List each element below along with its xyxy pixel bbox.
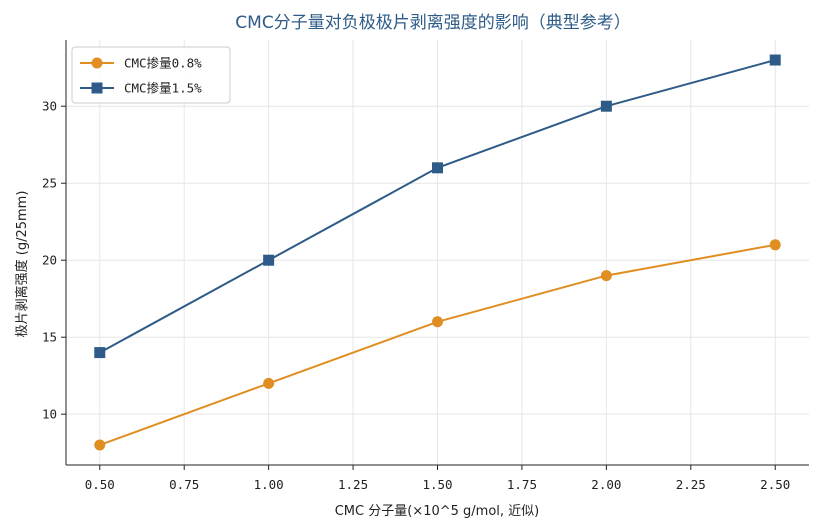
data-point-circle — [263, 377, 275, 389]
legend-label: CMC掺量0.8% — [124, 56, 202, 71]
series-2 — [94, 54, 781, 359]
x-tick-label: 1.00 — [254, 477, 284, 492]
x-tick-label: 1.25 — [338, 477, 368, 492]
data-point-square — [600, 100, 612, 112]
legend: CMC掺量0.8% CMC掺量1.5% — [71, 46, 231, 104]
y-axis-label: 极片剥离强度 (g/25mm) — [14, 191, 30, 338]
data-point-square — [432, 162, 443, 174]
x-tick-label: 2.00 — [591, 477, 621, 492]
y-tick-label: 10 — [42, 407, 57, 422]
y-tick-label: 25 — [42, 176, 57, 191]
data-point-circle — [600, 270, 612, 282]
series-1 — [94, 239, 781, 451]
grid — [66, 40, 809, 465]
chart-title: CMC分子量对负极极片剥离强度的影响（典型参考） — [235, 13, 630, 33]
legend-marker-square — [91, 82, 103, 94]
data-point-square — [769, 54, 781, 66]
y-tick-label: 15 — [42, 330, 57, 345]
x-axis-ticks: 0.50 0.75 1.00 1.25 1.50 1.75 2.00 2.25 2.50 — [85, 465, 790, 492]
y-tick-label: 20 — [42, 253, 57, 268]
y-axis-ticks: 10 15 20 25 30 — [42, 99, 66, 422]
x-tick-label: 2.50 — [760, 477, 790, 492]
legend-item: CMC掺量1.5% — [80, 81, 202, 96]
data-point-square — [263, 254, 275, 266]
legend-marker-circle — [91, 57, 103, 69]
data-point-circle — [94, 439, 106, 451]
data-point-circle — [769, 239, 781, 251]
legend-item: CMC掺量0.8% — [80, 56, 202, 71]
data-point-square — [94, 347, 106, 359]
x-tick-label: 1.75 — [507, 477, 537, 492]
x-axis-label: CMC 分子量(×10^5 g/mol, 近似) — [335, 504, 540, 519]
x-tick-label: 1.50 — [422, 477, 452, 492]
series-layer — [94, 54, 781, 451]
data-point-circle — [432, 316, 443, 328]
x-tick-label: 0.50 — [85, 477, 115, 492]
legend-label: CMC掺量1.5% — [124, 81, 202, 96]
x-tick-label: 0.75 — [169, 477, 199, 492]
x-tick-label: 2.25 — [676, 477, 706, 492]
y-tick-label: 30 — [42, 99, 57, 114]
